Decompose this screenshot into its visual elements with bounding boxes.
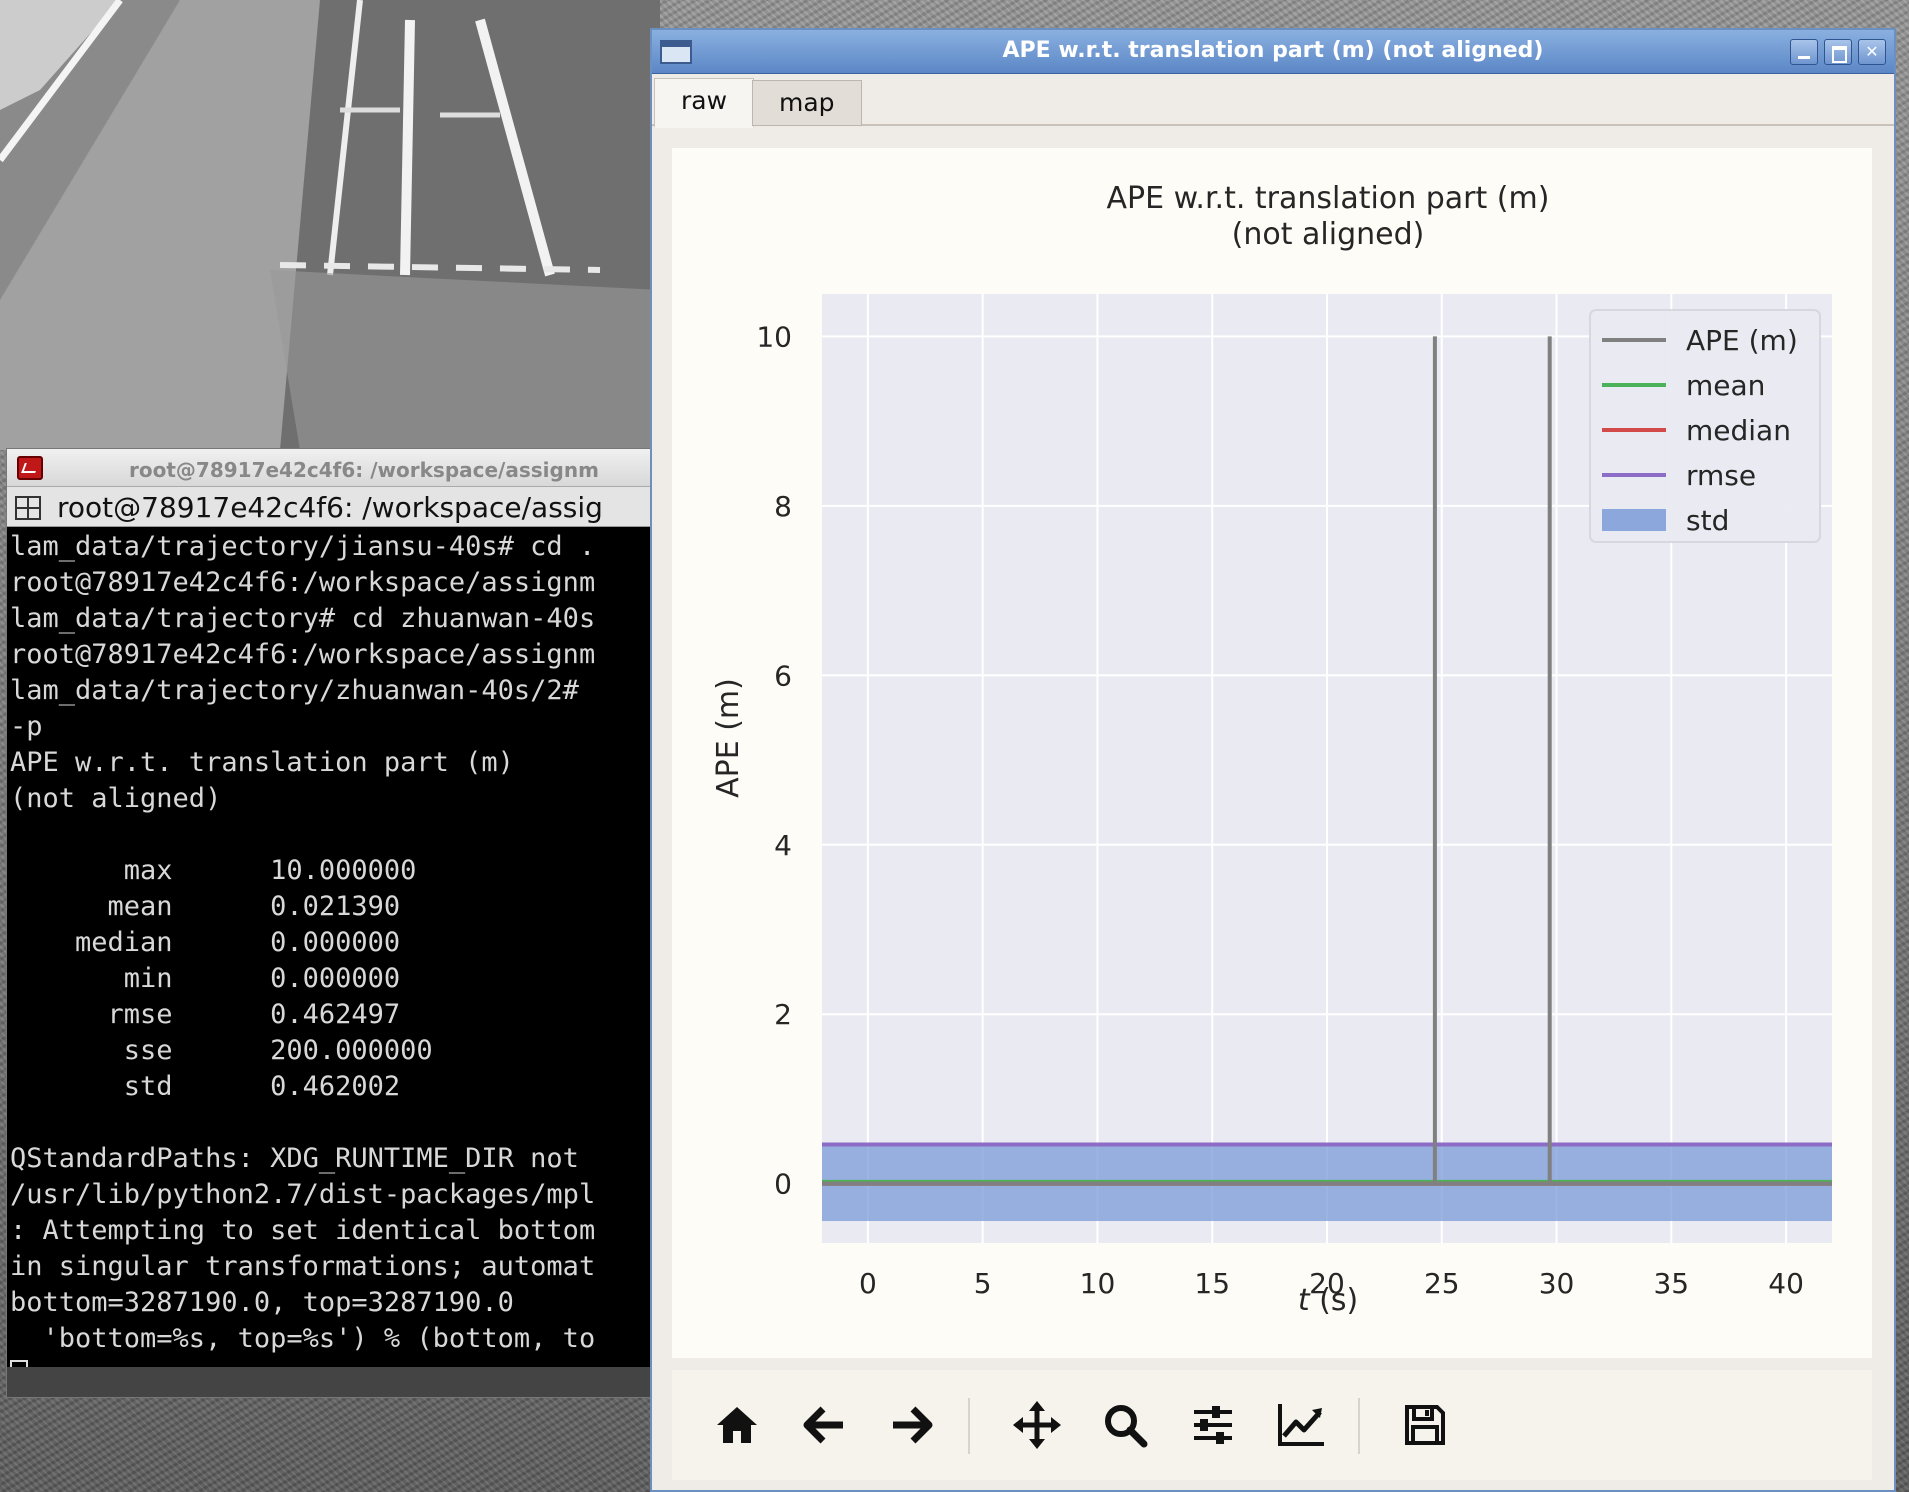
terminal-prompt-line[interactable] <box>10 1357 655 1369</box>
plot-window-title: APE w.r.t. translation part (m) (not ali… <box>1002 38 1544 63</box>
close-button[interactable] <box>1858 39 1886 65</box>
terminal-tab-title[interactable]: root@78917e42c4f6: /workspace/assig <box>57 491 603 524</box>
x-axis-label-unit: (s) <box>1310 1283 1359 1318</box>
x-tick-label: 20 <box>1309 1267 1345 1300</box>
terminal-line: in singular transformations; automat <box>10 1251 596 1282</box>
x-axis-label: t (s) <box>1298 1283 1358 1318</box>
x-tick-label: 15 <box>1194 1267 1230 1300</box>
legend-label-mean: mean <box>1686 369 1765 402</box>
terminal-line: bottom=3287190.0, top=3287190.0 <box>10 1287 514 1318</box>
terminal-app-icon <box>17 456 43 480</box>
plot-tab-bar: raw map <box>652 74 1894 128</box>
legend-label-median: median <box>1686 414 1791 447</box>
terminal-title: root@78917e42c4f6: /workspace/assignm <box>129 458 599 482</box>
x-axis-label-variable: t <box>1298 1283 1311 1318</box>
chart-title-line1: APE w.r.t. translation part (m) <box>1107 181 1550 216</box>
toolbar-separator <box>1358 1398 1360 1454</box>
zoom-icon <box>1105 1405 1148 1448</box>
home-button[interactable] <box>708 1396 766 1454</box>
back-arrow-icon <box>803 1406 843 1444</box>
terminal-window[interactable]: root@78917e42c4f6: /workspace/assignm ro… <box>6 448 656 1398</box>
terminal-line: lam_data/trajectory# cd zhuanwan-40s <box>10 603 596 634</box>
terminal-line: /usr/lib/python2.7/dist-packages/mpl <box>10 1179 596 1210</box>
plot-window[interactable]: APE w.r.t. translation part (m) (not ali… <box>650 28 1896 1492</box>
ape-series-line <box>822 336 1832 1186</box>
forward-button[interactable] <box>882 1396 940 1454</box>
terminal-line: (not aligned) <box>10 783 222 814</box>
terminal-line: : Attempting to set identical bottom <box>10 1215 596 1246</box>
terminal-line: std 0.462002 <box>10 1071 401 1102</box>
configure-subplots-icon <box>1194 1406 1232 1444</box>
y-tick-label: 6 <box>774 659 792 692</box>
terminal-bottom-strip <box>7 1367 655 1397</box>
x-tick-label: 5 <box>974 1267 992 1300</box>
tab-map[interactable]: map <box>752 80 862 126</box>
pan-icon <box>1013 1401 1061 1449</box>
terminal-line: mean 0.021390 <box>10 891 401 922</box>
terminal-line: min 0.000000 <box>10 963 401 994</box>
terminal-line: -p <box>10 711 43 742</box>
y-axis-label: APE (m) <box>711 678 746 798</box>
pan-button[interactable] <box>1008 1396 1066 1454</box>
y-tick-label: 10 <box>756 320 792 353</box>
x-tick-label: 10 <box>1080 1267 1116 1300</box>
maximize-button[interactable] <box>1824 39 1852 65</box>
road-photo-wallpaper <box>0 0 660 450</box>
tab-raw[interactable]: raw <box>654 78 755 128</box>
terminal-line: QStandardPaths: XDG_RUNTIME_DIR not <box>10 1143 579 1174</box>
save-button[interactable] <box>1396 1396 1454 1454</box>
chart-title-line2: (not aligned) <box>1232 217 1425 252</box>
ape-chart: 0 5 10 15 20 25 30 35 40 0 2 4 6 8 10 APE w.r.t. trans… <box>711 181 1832 1318</box>
x-tick-label: 35 <box>1653 1267 1689 1300</box>
terminal-line: lam_data/trajectory/jiansu-40s# cd . <box>10 531 596 562</box>
terminal-line: 'bottom=%s, top=%s') % (bottom, to <box>10 1323 596 1354</box>
back-button[interactable] <box>796 1396 854 1454</box>
legend-swatch-std <box>1602 509 1666 531</box>
terminal-cursor <box>10 1359 28 1369</box>
x-tick-label: 30 <box>1539 1267 1575 1300</box>
edit-axis-button[interactable] <box>1272 1396 1330 1454</box>
save-icon <box>1405 1405 1445 1445</box>
y-tick-label: 8 <box>774 490 792 523</box>
forward-arrow-icon <box>893 1406 933 1444</box>
y-tick-label: 4 <box>774 829 792 862</box>
legend-label-APE (m): APE (m) <box>1686 324 1798 357</box>
x-tick-label: 40 <box>1768 1267 1804 1300</box>
terminal-line: APE w.r.t. translation part (m) <box>10 747 514 778</box>
configure-subplots-button[interactable] <box>1184 1396 1242 1454</box>
terminal-line: sse 200.000000 <box>10 1035 433 1066</box>
terminal-tab-bar[interactable]: root@78917e42c4f6: /workspace/assig <box>7 487 655 527</box>
x-tick-label: 0 <box>859 1267 877 1300</box>
window-menu-icon[interactable] <box>660 40 692 64</box>
split-view-icon[interactable] <box>15 496 41 520</box>
terminal-line: lam_data/trajectory/zhuanwan-40s/2# <box>10 675 579 706</box>
terminal-line <box>10 1105 655 1141</box>
figure-canvas[interactable]: 0 5 10 15 20 25 30 35 40 0 2 4 6 8 10 APE w.r.t. trans… <box>672 148 1872 1358</box>
terminal-line: root@78917e42c4f6:/workspace/assignm <box>10 639 596 670</box>
plot-window-titlebar[interactable]: APE w.r.t. translation part (m) (not ali… <box>652 30 1894 74</box>
legend-label-std: std <box>1686 504 1729 537</box>
terminal-line: median 0.000000 <box>10 927 401 958</box>
terminal-line <box>10 817 655 853</box>
navigation-toolbar <box>672 1370 1872 1480</box>
legend-label-rmse: rmse <box>1686 459 1756 492</box>
chart-legend: APE (m) mean median rmse std <box>1589 309 1821 543</box>
home-icon <box>717 1407 757 1443</box>
toolbar-separator <box>968 1398 970 1454</box>
y-tick-label: 0 <box>774 1168 792 1201</box>
terminal-line: max 10.000000 <box>10 855 417 886</box>
x-tick-label: 25 <box>1424 1267 1460 1300</box>
zoom-button[interactable] <box>1096 1396 1154 1454</box>
legend-frame <box>1589 309 1821 543</box>
y-tick-label: 2 <box>774 998 792 1031</box>
terminal-output[interactable]: lam_data/trajectory/jiansu-40s# cd . roo… <box>7 529 655 1369</box>
terminal-line: root@78917e42c4f6:/workspace/assignm <box>10 567 596 598</box>
terminal-titlebar[interactable]: root@78917e42c4f6: /workspace/assignm <box>7 449 655 487</box>
minimize-button[interactable] <box>1790 39 1818 65</box>
edit-axis-icon <box>1278 1404 1324 1446</box>
terminal-line: rmse 0.462497 <box>10 999 401 1030</box>
